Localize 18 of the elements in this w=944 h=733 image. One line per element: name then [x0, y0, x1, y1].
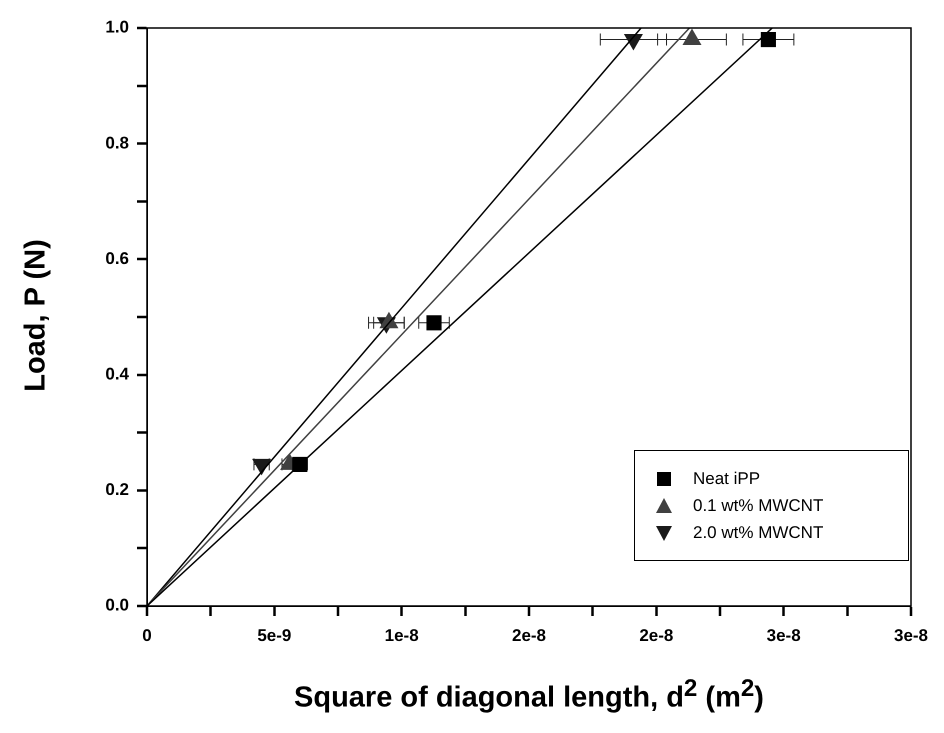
x-tick-label: 1e-8: [384, 626, 419, 645]
legend-label: 0.1 wt% MWCNT: [693, 496, 824, 516]
legend-label: Neat iPP: [693, 468, 760, 488]
y-tick-label: 0.8: [105, 133, 129, 152]
x-axis-title: Square of diagonal length, d$^{2}$ (m$^{2}$): [293, 675, 765, 715]
y-tick-label: 0.6: [105, 248, 129, 268]
x-tick-label: 2e-8: [512, 626, 546, 645]
x-tick-label: 0: [142, 626, 152, 645]
x-tick-label: 3e-8: [766, 626, 801, 645]
y-tick-label: 1.0: [105, 18, 129, 37]
y-axis-title: Load, P (N): [20, 238, 52, 394]
x-tick-label: 5e-9: [257, 626, 292, 645]
y-tick-label: 0.4: [105, 364, 130, 384]
y-tick-label: 0.0: [105, 596, 129, 615]
x-tick-label: 2e-8: [639, 626, 674, 645]
y-tick-label: 0.2: [105, 480, 129, 500]
x-tick-label: 3e-8: [894, 626, 928, 645]
legend-label: 2.0 wt% MWCNT: [693, 522, 824, 542]
